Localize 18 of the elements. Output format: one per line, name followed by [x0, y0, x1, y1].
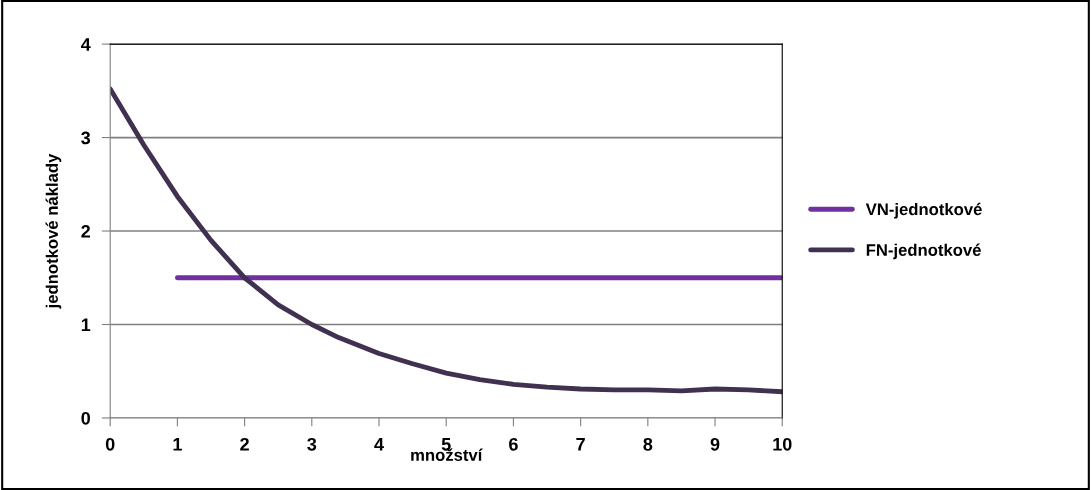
x-tick-label: 2: [240, 437, 249, 451]
x-tick-label: 7: [576, 438, 585, 451]
x-tick-label: 4: [374, 438, 384, 451]
y-tick-label: 4: [80, 38, 91, 51]
x-tick-label: 3: [307, 437, 317, 451]
y-tick-label: 3: [81, 131, 91, 145]
legend-label: FN-jednotkové: [866, 243, 981, 260]
y-tick-label: 2: [81, 224, 91, 238]
legend-label: VN-jednotkové: [865, 202, 982, 219]
x-tick-label: 10: [773, 437, 792, 451]
y-axis-title: jednotkové náklady: [45, 153, 62, 309]
x-tick-label: 6: [509, 437, 518, 451]
y-tick-label: 0: [81, 411, 91, 425]
x-tick-label: 8: [643, 437, 653, 451]
x-tick-label: 0: [105, 437, 115, 451]
x-tick-label: 9: [710, 437, 720, 451]
x-tick-label: 1: [173, 438, 182, 451]
y-tick-label: 1: [81, 318, 91, 332]
